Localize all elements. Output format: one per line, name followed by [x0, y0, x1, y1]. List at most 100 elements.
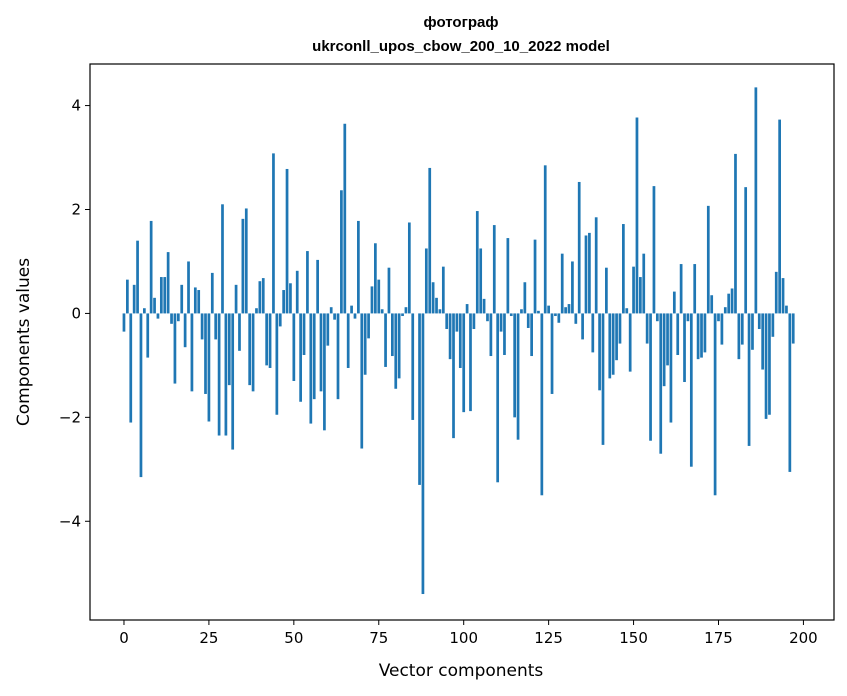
bar-142 — [605, 267, 608, 314]
bar-103 — [472, 313, 476, 330]
bar-146 — [618, 313, 622, 344]
bar-191 — [771, 313, 775, 337]
bar-64 — [340, 190, 343, 314]
bar-180 — [734, 153, 737, 314]
bar-100 — [462, 313, 466, 413]
bar-136 — [584, 235, 588, 314]
bar-183 — [744, 187, 748, 314]
bar-81 — [397, 313, 401, 379]
bar-184 — [747, 313, 751, 446]
bar-153 — [642, 253, 646, 314]
bar-98 — [455, 313, 459, 332]
bar-124 — [543, 165, 547, 314]
bar-186 — [754, 87, 758, 314]
bar-46 — [278, 313, 282, 327]
plot-frame — [89, 63, 835, 621]
bar-157 — [655, 313, 659, 322]
bar-76 — [380, 309, 384, 314]
bar-13 — [166, 252, 170, 314]
bar-161 — [669, 313, 673, 423]
bar-158 — [659, 313, 663, 454]
bar-58 — [319, 313, 323, 392]
bar-125 — [547, 305, 550, 314]
bar-77 — [384, 313, 387, 367]
y-axis-label: Components values — [14, 258, 34, 426]
bar-79 — [391, 313, 394, 357]
bar-192 — [774, 271, 778, 314]
x-tick-label: 150 — [619, 629, 648, 647]
bar-196 — [788, 313, 792, 472]
bar-137 — [588, 232, 591, 314]
bar-156 — [652, 186, 656, 314]
bar-42 — [265, 313, 269, 366]
bar-195 — [785, 305, 788, 314]
bar-179 — [730, 288, 734, 314]
bar-145 — [615, 313, 618, 361]
bar-50 — [292, 313, 296, 381]
bar-163 — [676, 313, 680, 355]
bar-38 — [251, 313, 255, 392]
bar-194 — [781, 278, 785, 314]
bar-37 — [248, 313, 252, 386]
bar-185 — [751, 313, 754, 350]
bar-123 — [540, 313, 544, 496]
bar-149 — [628, 313, 632, 372]
bar-89 — [424, 248, 428, 314]
bar-112 — [503, 313, 506, 355]
bar-151 — [635, 117, 639, 314]
x-tick-label: 175 — [704, 629, 733, 647]
bar-190 — [768, 313, 771, 415]
bar-12 — [163, 277, 167, 314]
bar-120 — [530, 313, 533, 357]
bar-43 — [268, 313, 272, 368]
bar-182 — [740, 313, 744, 345]
bar-189 — [764, 313, 768, 419]
bar-47 — [282, 290, 285, 314]
bar-119 — [526, 313, 530, 328]
bar-10 — [156, 313, 160, 319]
bar-177 — [723, 307, 727, 314]
bar-131 — [567, 304, 571, 314]
bar-117 — [520, 309, 523, 314]
bar-121 — [533, 239, 537, 314]
bar-35 — [241, 218, 245, 314]
bar-175 — [717, 313, 720, 322]
x-axis-ticks: 0 25 50 75 100 125 150 175 200 — [119, 620, 818, 647]
bar-105 — [479, 248, 483, 314]
bar-143 — [608, 313, 612, 379]
bar-88 — [421, 313, 425, 595]
bar-23 — [200, 313, 204, 340]
bar-140 — [598, 313, 601, 391]
bar-70 — [360, 313, 364, 449]
bar-193 — [778, 119, 781, 314]
bar-90 — [428, 167, 432, 314]
bar-75 — [377, 279, 381, 314]
bar-9 — [153, 297, 156, 314]
bar-19 — [187, 261, 190, 314]
bar-176 — [720, 313, 724, 345]
bar-33 — [234, 284, 238, 314]
bar-62 — [333, 313, 336, 320]
bar-152 — [639, 277, 642, 314]
bar-21 — [193, 287, 197, 314]
x-axis-label: Vector components — [379, 661, 544, 681]
bar-187 — [757, 313, 761, 330]
bar-59 — [323, 313, 326, 431]
bar-172 — [706, 205, 710, 314]
bar-133 — [574, 313, 578, 324]
bar-26 — [210, 272, 214, 314]
bar-150 — [632, 266, 635, 314]
bar-127 — [554, 313, 557, 317]
bar-113 — [506, 238, 510, 314]
bar-92 — [435, 297, 438, 314]
x-tick-label: 25 — [199, 629, 218, 647]
bar-40 — [258, 281, 262, 314]
bar-148 — [625, 308, 629, 314]
bar-160 — [666, 313, 669, 366]
bar-72 — [367, 313, 370, 339]
bar-53 — [302, 313, 306, 355]
bar-2 — [129, 313, 133, 423]
bar-162 — [672, 291, 676, 314]
y-axis-ticks: −4 −2 0 2 4 — [59, 97, 90, 530]
